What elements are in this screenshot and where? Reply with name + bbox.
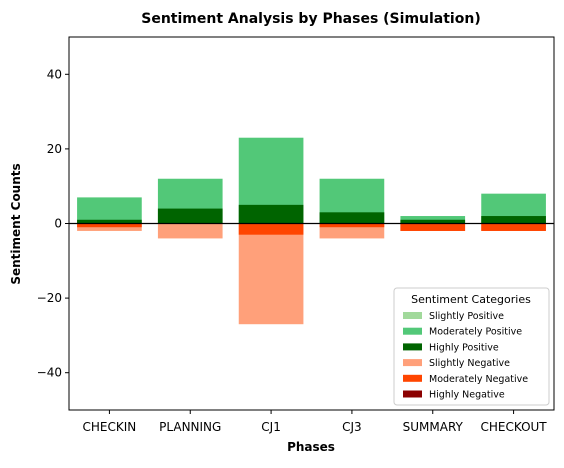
legend-swatch xyxy=(403,390,422,398)
y-tick-label: 40 xyxy=(47,67,62,81)
legend-swatch xyxy=(403,327,422,335)
legend-title: Sentiment Categories xyxy=(411,293,531,306)
x-axis-label: Phases xyxy=(287,440,335,454)
legend-label: Highly Positive xyxy=(429,342,499,353)
bar-slightly-negative-checkin xyxy=(77,223,142,231)
bar-highly-positive-cj1 xyxy=(238,204,304,224)
bar-moderately-negative-cj3 xyxy=(319,223,385,228)
x-tick-label: CJ1 xyxy=(261,420,281,434)
x-tick-label: CHECKIN xyxy=(83,420,137,434)
bar-moderately-negative-checkout xyxy=(481,223,546,231)
x-tick-label: CJ3 xyxy=(342,420,362,434)
bar-highly-positive-checkin xyxy=(77,219,142,224)
bar-moderately-positive-checkin xyxy=(77,197,142,224)
y-tick-label: −20 xyxy=(37,291,62,305)
bars-group xyxy=(77,137,546,325)
y-axis: −40 −20 0 20 40 xyxy=(37,67,69,380)
plot-border xyxy=(68,36,555,411)
x-tick-label: PLANNING xyxy=(159,420,221,434)
bar-moderately-negative-cj1 xyxy=(238,223,304,235)
x-tick-label: CHECKOUT xyxy=(481,420,548,434)
legend-swatch xyxy=(403,359,422,367)
legend: Sentiment Categories Slightly Positive Mo… xyxy=(393,287,550,406)
y-tick-label: 0 xyxy=(54,217,62,231)
legend-label: Highly Negative xyxy=(429,390,505,401)
legend-entries: Slightly Positive Moderately Positive High… xyxy=(403,311,528,401)
chart-title: Sentiment Analysis by Phases (Simulation… xyxy=(141,11,480,27)
legend-label: Slightly Positive xyxy=(429,311,504,322)
y-axis-label: Sentiment Counts xyxy=(9,163,23,284)
legend-label: Moderately Negative xyxy=(429,374,528,385)
bar-moderately-positive-summary xyxy=(400,216,466,224)
bar-moderately-negative-summary xyxy=(400,223,466,231)
bar-highly-positive-planning xyxy=(157,208,223,224)
y-tick-label: 20 xyxy=(47,142,62,156)
legend-swatch xyxy=(403,343,422,351)
legend-swatch xyxy=(403,374,422,382)
bar-slightly-negative-cj1 xyxy=(238,223,304,325)
bar-slightly-negative-planning xyxy=(157,223,223,239)
legend-label: Moderately Positive xyxy=(429,327,522,338)
bar-moderately-negative-checkin xyxy=(77,223,142,228)
bar-highly-positive-summary xyxy=(400,219,466,224)
legend-label: Slightly Negative xyxy=(429,358,510,369)
legend-swatch xyxy=(403,312,422,319)
x-axis: CHECKIN PLANNING CJ1 CJ3 SUMMARY CHECKOUT xyxy=(83,410,548,434)
y-tick-label: −40 xyxy=(37,366,62,380)
bar-highly-positive-cj3 xyxy=(319,212,385,224)
bar-highly-positive-checkout xyxy=(481,216,546,224)
legend-box xyxy=(393,287,550,406)
x-tick-label: SUMMARY xyxy=(403,420,464,434)
